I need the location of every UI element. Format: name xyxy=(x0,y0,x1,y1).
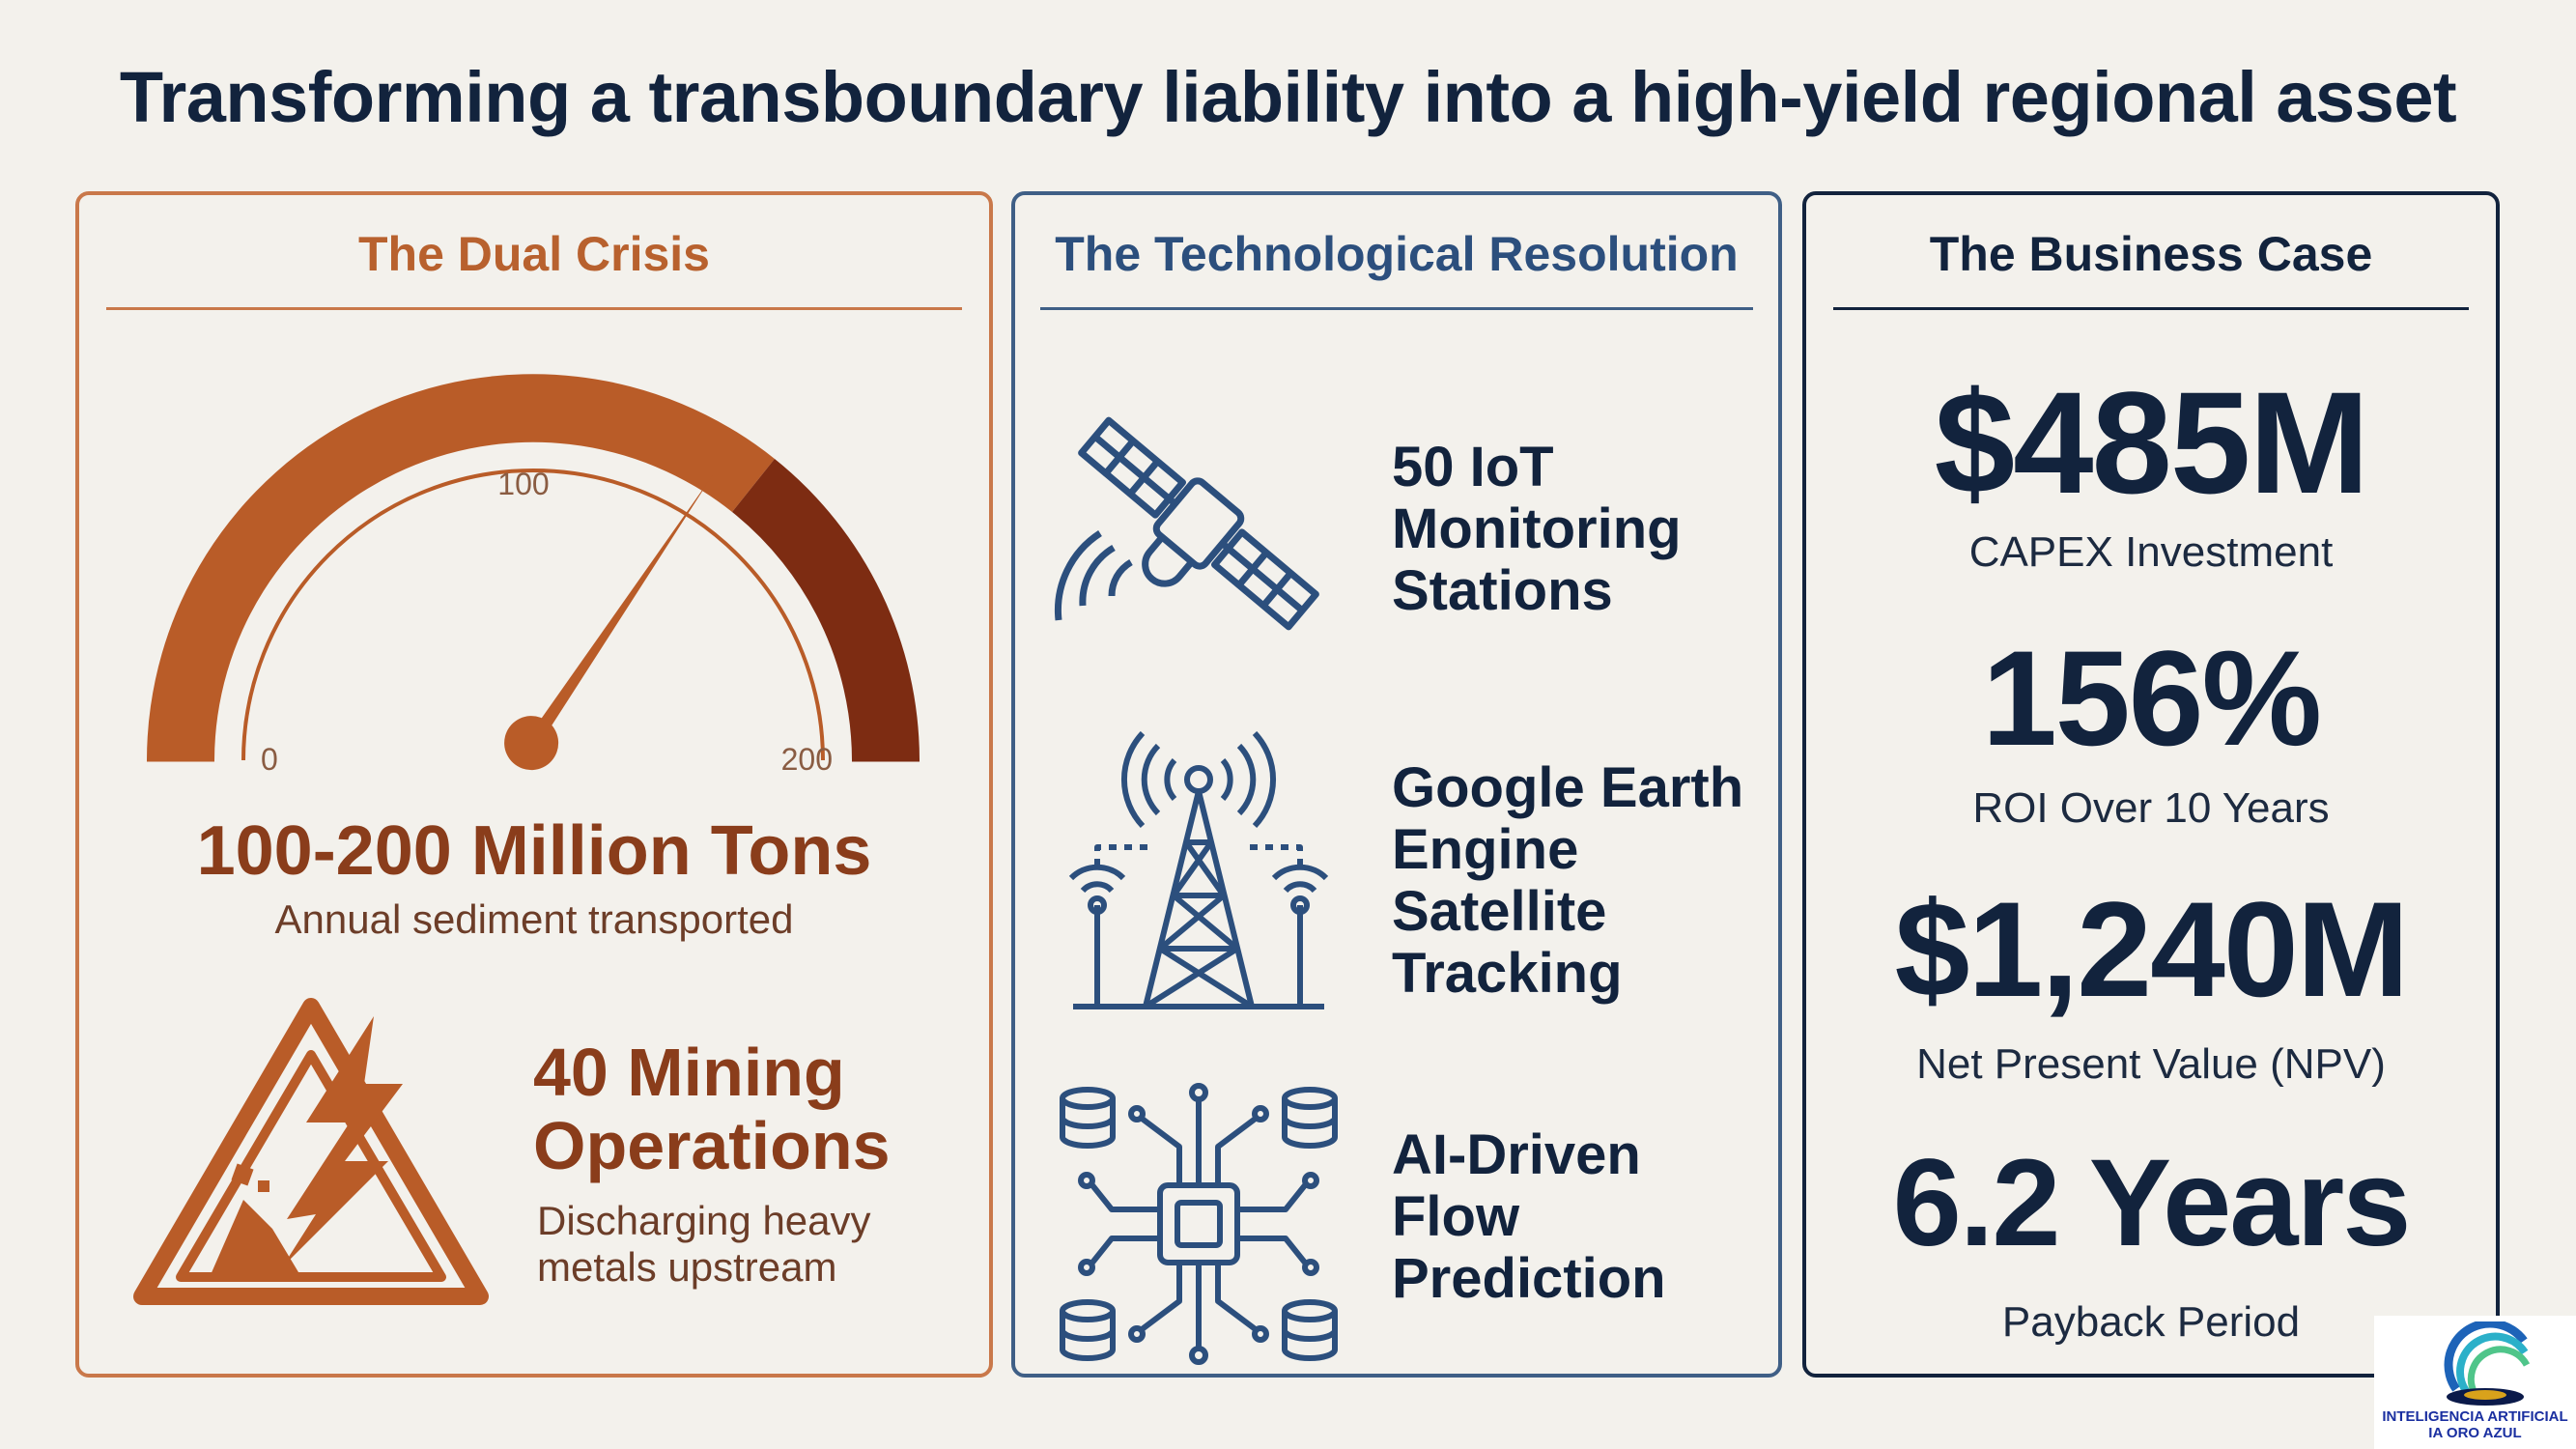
gauge-inner-ring xyxy=(241,469,825,761)
mining-value-line2: Operations xyxy=(533,1108,891,1183)
logo-text-line2: IA ORO AZUL xyxy=(2428,1425,2522,1441)
gauge-icon: 0 100 200 xyxy=(147,374,920,777)
mining-label-line1: Discharging heavy xyxy=(537,1198,871,1243)
tech-item-iot: 50 IoT Monitoring Stations xyxy=(1392,437,1769,622)
tech-item-gee-line3: Satellite xyxy=(1392,880,1607,943)
tech-item-gee-line1: Google Earth xyxy=(1392,756,1744,819)
business-case-panel: The Business Case $485M CAPEX Investment… xyxy=(1802,191,2500,1378)
business-case-title: The Business Case xyxy=(1929,227,2373,281)
tech-resolution-title: The Technological Resolution xyxy=(1055,227,1739,281)
payback-value: 6.2 Years xyxy=(1892,1134,2412,1272)
tech-item-gee-line4: Tracking xyxy=(1392,942,1623,1005)
business-case-divider xyxy=(1833,307,2469,310)
mining-value-line1: 40 Mining xyxy=(533,1035,845,1110)
ai-chip-icon xyxy=(1060,1083,1338,1365)
gauge-min-label: 0 xyxy=(261,742,278,777)
tech-item-iot-line3: Stations xyxy=(1392,559,1613,622)
mining-label-line2: metals upstream xyxy=(537,1244,837,1290)
hazard-warning-icon xyxy=(133,998,489,1305)
roi-label: ROI Over 10 Years xyxy=(1972,784,2330,832)
tech-item-ai-line2: Flow xyxy=(1392,1185,1520,1248)
dual-crisis-panel: The Dual Crisis 0 100 200 100-200 Millio… xyxy=(75,191,993,1378)
gauge-mid-label: 100 xyxy=(497,467,549,501)
ia-oro-azul-logo: INTELIGENCIA ARTIFICIAL IA ORO AZUL xyxy=(2374,1316,2576,1449)
tech-item-ai-line1: AI-Driven xyxy=(1392,1123,1641,1186)
tech-item-iot-line2: Monitoring xyxy=(1392,497,1682,560)
tech-item-iot-line1: 50 IoT xyxy=(1392,436,1554,498)
dual-crisis-divider xyxy=(106,307,962,310)
tech-item-gee-line2: Engine xyxy=(1392,818,1579,881)
tech-item-gee: Google Earth Engine Satellite Tracking xyxy=(1392,757,1769,1005)
npv-label: Net Present Value (NPV) xyxy=(1916,1040,2386,1088)
gauge-arc-dark xyxy=(732,459,920,760)
logo-globe-icon xyxy=(2444,1321,2531,1406)
logo-text-line1: INTELIGENCIA ARTIFICIAL xyxy=(2382,1408,2568,1425)
sediment-label: Annual sediment transported xyxy=(274,896,794,942)
tech-resolution-divider xyxy=(1040,307,1753,310)
payback-label: Payback Period xyxy=(2001,1298,2301,1346)
sediment-value: 100-200 Million Tons xyxy=(196,812,872,890)
capex-value: $485M xyxy=(1934,361,2370,524)
roi-value: 156% xyxy=(1981,622,2322,774)
mining-label: Discharging heavy metals upstream xyxy=(537,1198,981,1291)
page-title: Transforming a transboundary liability i… xyxy=(119,57,2457,137)
npv-value: $1,240M xyxy=(1894,873,2410,1025)
tech-resolution-panel: The Technological Resolution 50 IoT Moni… xyxy=(1011,191,1782,1378)
dual-crisis-title: The Dual Crisis xyxy=(358,227,710,281)
database-icon xyxy=(1060,1087,1116,1149)
satellite-icon xyxy=(1054,416,1319,631)
gauge-max-label: 200 xyxy=(781,742,833,777)
capex-label: CAPEX Investment xyxy=(1968,528,2334,576)
gauge-arc-light xyxy=(147,374,775,760)
mining-value: 40 Mining Operations xyxy=(533,1036,977,1182)
tech-item-ai-line3: Prediction xyxy=(1392,1247,1666,1310)
radio-tower-icon xyxy=(1068,731,1329,1009)
tech-item-ai: AI-Driven Flow Prediction xyxy=(1392,1124,1769,1310)
